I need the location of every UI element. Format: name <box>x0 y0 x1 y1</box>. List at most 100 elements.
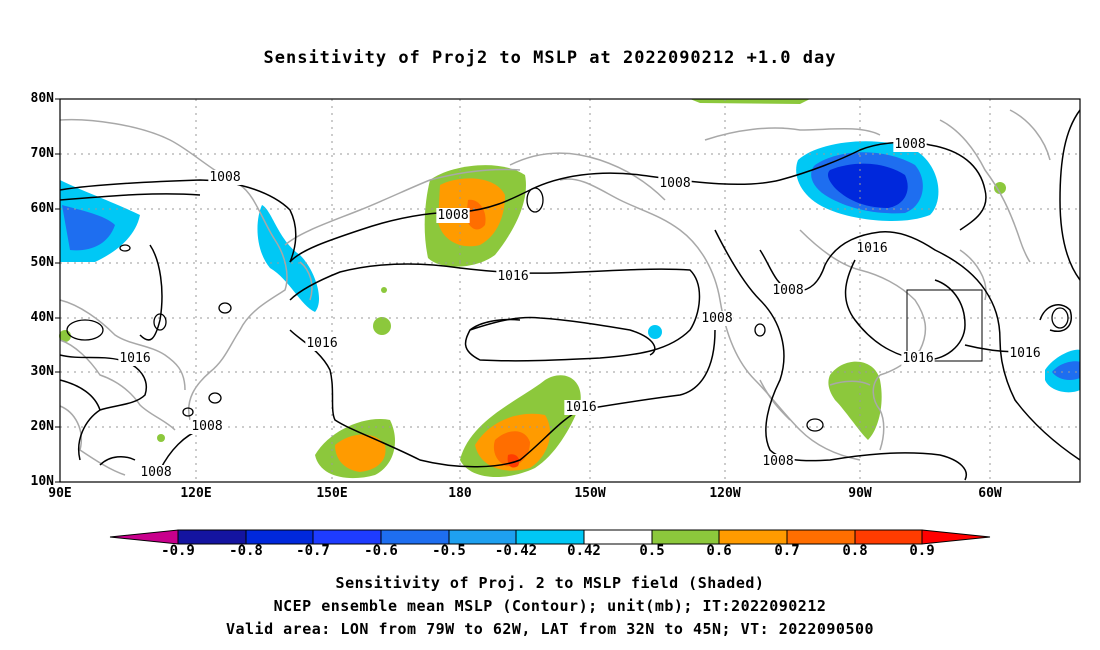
lon-label: 120E <box>180 486 212 501</box>
axis-ticks <box>55 98 60 483</box>
lon-label: 90W <box>848 486 872 501</box>
lat-label: 20N <box>30 419 54 434</box>
contour-label: 1008 <box>701 311 732 326</box>
colorbar-cell <box>921 529 991 545</box>
contour-label: 1016 <box>565 400 596 415</box>
shade-green-gulf <box>828 361 882 440</box>
contour-label-halo <box>305 336 339 351</box>
contour-label: 1008 <box>659 176 690 191</box>
contour-label: 1008 <box>437 208 468 223</box>
colorbar-cell <box>380 529 450 545</box>
contour-label-halo <box>208 170 242 185</box>
colorbar-cell <box>854 529 923 545</box>
colorbar-cell <box>448 529 517 545</box>
shade-green-top <box>690 99 810 104</box>
contour-label: 1008 <box>209 170 240 185</box>
contour-label: 1008 <box>894 137 925 152</box>
shade-red-cpac <box>507 454 520 468</box>
colorbar-label: -0.6 <box>364 543 398 559</box>
lat-label: 40N <box>30 310 54 325</box>
contour-label-halo <box>139 465 173 480</box>
contour-label: 1016 <box>119 351 150 366</box>
shaded-sensitivity <box>59 99 1080 479</box>
colorbar-label: 0.7 <box>774 543 800 559</box>
colorbar <box>109 529 991 545</box>
shade-green-dot-4 <box>157 434 165 442</box>
map-title: Sensitivity of Proj2 to MSLP at 20220902… <box>263 48 837 68</box>
colorbar-cell <box>312 529 382 545</box>
contour-label-halo <box>658 176 692 191</box>
shade-blue-japan <box>257 205 320 312</box>
lat-label: 10N <box>30 474 54 489</box>
contour-label: 1016 <box>902 351 933 366</box>
contour-label: 1008 <box>191 419 222 434</box>
shade-blue-dot-1 <box>648 325 662 339</box>
colorbar-label: -0.8 <box>229 543 263 559</box>
gridlines <box>60 99 1080 482</box>
lat-label: 70N <box>30 146 54 161</box>
lon-label: 150W <box>574 486 606 501</box>
contour-label-halo <box>893 137 927 152</box>
contour-label-halo <box>118 351 152 366</box>
contour-label-halo <box>761 454 795 469</box>
lat-label: 30N <box>30 364 54 379</box>
map-frame <box>59 98 1081 483</box>
colorbar-label: -0.42 <box>494 543 538 559</box>
colorbar-label: 0.8 <box>842 543 868 559</box>
contour-label: 1016 <box>497 269 528 284</box>
colorbar-cell <box>583 529 653 545</box>
colorbar-label: 0.42 <box>567 543 601 559</box>
colorbar-label: 0.5 <box>639 543 665 559</box>
lat-label: 60N <box>30 201 54 216</box>
shade-darkorange-aleut <box>466 199 486 230</box>
contour-label: 1016 <box>306 336 337 351</box>
colorbar-cell <box>515 529 585 545</box>
shade-orange-wpac <box>335 434 386 472</box>
colorbar-cell <box>651 529 720 545</box>
contour-label: 1008 <box>772 283 803 298</box>
colorbar-cell <box>177 529 247 545</box>
footer-line-3: Valid area: LON from 79W to 62W, LAT fro… <box>225 620 875 638</box>
shade-green-dot-1 <box>373 317 391 335</box>
shade-blue-atl-core <box>1052 361 1080 380</box>
contour-label-halo <box>700 311 734 326</box>
shade-blue-west-core <box>62 205 115 251</box>
mslp-small-contours <box>66 187 1069 432</box>
lon-label: 90E <box>48 486 72 501</box>
footer-line-1: Sensitivity of Proj. 2 to MSLP field (Sh… <box>335 574 765 592</box>
lon-label: 120W <box>709 486 741 501</box>
contour-label: 1016 <box>856 241 887 256</box>
contour-label: 1008 <box>762 454 793 469</box>
lat-label: 50N <box>30 255 54 270</box>
contour-label-halo <box>496 269 530 284</box>
contour-label-halo <box>771 283 805 298</box>
contour-label-halo <box>564 400 598 415</box>
colorbar-label: 0.6 <box>706 543 732 559</box>
footer-line-2: NCEP ensemble mean MSLP (Contour); unit(… <box>273 597 827 615</box>
contour-label: 1008 <box>140 465 171 480</box>
contour-label-halo <box>190 419 224 434</box>
colorbar-label: -0.7 <box>296 543 330 559</box>
lon-label: 180 <box>448 486 472 501</box>
colorbar-cell <box>718 529 788 545</box>
contour-labels: 1008 1008 1008 1008 1008 1008 1008 1016 … <box>118 137 1042 480</box>
colorbar-label: -0.9 <box>161 543 195 559</box>
colorbar-cell <box>109 529 179 545</box>
contour-label: 1016 <box>1009 346 1040 361</box>
shade-green-dot-3 <box>994 182 1006 194</box>
valid-area-box <box>906 289 983 362</box>
shade-darkorange-cpac <box>493 431 530 467</box>
coastlines <box>59 109 1051 476</box>
colorbar-cell <box>786 529 856 545</box>
shade-blue-hudson-core <box>827 163 908 208</box>
lon-label: 60W <box>978 486 1002 501</box>
lat-label: 80N <box>30 91 54 106</box>
colorbar-cell <box>245 529 314 545</box>
colorbar-label: 0.9 <box>909 543 935 559</box>
contour-label-halo <box>1008 346 1042 361</box>
shade-green-dot-2 <box>381 287 387 293</box>
contour-label-halo <box>855 241 889 256</box>
contour-label-halo <box>901 351 935 366</box>
colorbar-label: -0.5 <box>432 543 466 559</box>
